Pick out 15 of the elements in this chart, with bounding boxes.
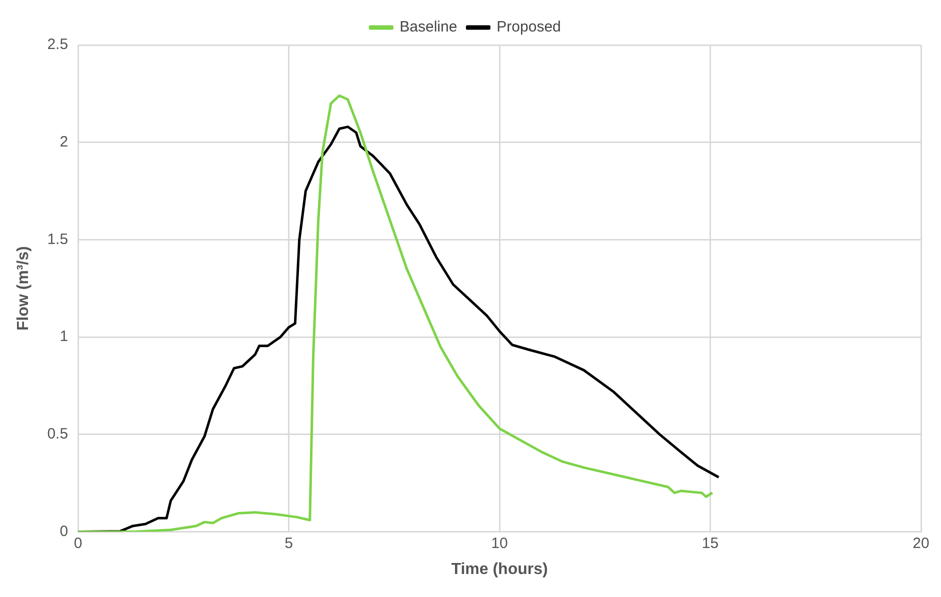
x-tick-label: 15 — [702, 534, 719, 552]
y-tick-label: 2 — [60, 134, 68, 150]
y-tick-label: 0 — [60, 522, 68, 540]
legend-label: Baseline — [400, 18, 458, 36]
y-tick-label: 0.5 — [47, 426, 68, 443]
y-tick-label: 1.5 — [47, 230, 68, 248]
x-tick-label: 10 — [491, 534, 508, 552]
x-axis-title: Time (hours) — [451, 560, 548, 578]
x-tick-label: 20 — [912, 534, 930, 552]
y-axis-title: Flow (m³/s) — [15, 246, 32, 331]
x-tick-label: 0 — [74, 534, 82, 552]
x-tick-label: 5 — [284, 534, 293, 552]
y-tick-label: 1 — [60, 328, 68, 346]
y-tick-label: 2.5 — [47, 36, 68, 54]
legend-label: Proposed — [496, 18, 561, 36]
